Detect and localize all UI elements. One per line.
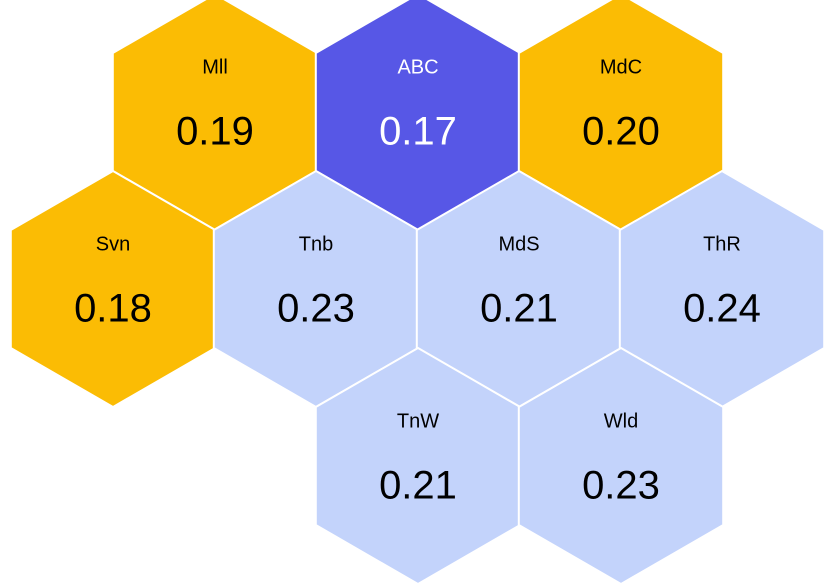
hex-tile: Tnb 0.23 [212, 169, 420, 409]
hex-tile: Wld 0.23 [517, 346, 725, 584]
hex-tile: ThR 0.24 [618, 169, 826, 409]
tile-name: Mll [202, 56, 228, 78]
tile-name: MdS [498, 233, 539, 255]
tile-value: 0.23 [582, 464, 660, 508]
tile-value: 0.24 [683, 287, 761, 331]
tile-name: ABC [397, 56, 438, 78]
tile-value: 0.21 [379, 464, 457, 508]
hex-tile: MdC 0.20 [517, 0, 725, 232]
hex-tile: TnW 0.21 [314, 346, 522, 584]
tile-name: TnW [397, 410, 439, 432]
hex-tile: ABC 0.17 [314, 0, 522, 232]
hex-tile: Svn 0.18 [9, 169, 217, 409]
hex [517, 346, 725, 584]
tile-value: 0.19 [176, 110, 254, 154]
tile-value: 0.20 [582, 110, 660, 154]
tile-value: 0.17 [379, 110, 457, 154]
tile-value: 0.23 [277, 287, 355, 331]
tile-name: MdC [600, 56, 642, 78]
tile-name: Svn [96, 233, 130, 255]
tile-value: 0.18 [74, 287, 152, 331]
tile-name: Wld [604, 410, 638, 432]
tile-name: ThR [703, 233, 741, 255]
tile-name: Tnb [299, 233, 333, 255]
tile-value: 0.21 [480, 287, 558, 331]
